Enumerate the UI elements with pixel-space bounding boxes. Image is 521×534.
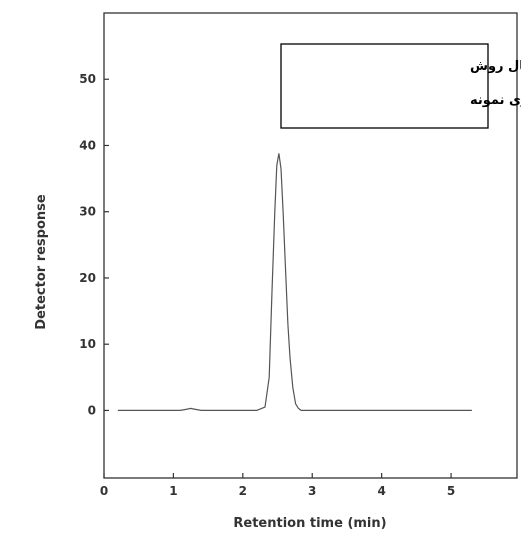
x-tick-label: 1 [169, 484, 177, 498]
annotation-line-1: قبل از اعمال روش [470, 59, 521, 74]
x-tick-label: 4 [377, 484, 385, 498]
x-tick-label: 3 [308, 484, 316, 498]
x-axis-label: Retention time (min) [233, 516, 386, 531]
x-tick-label: 2 [239, 484, 247, 498]
y-tick-label: 10 [79, 337, 96, 351]
y-axis-label: Detector response [34, 194, 49, 330]
chromatogram-trace [117, 153, 472, 411]
annotation-line-2: آماده سازی نمونه [470, 91, 521, 108]
y-tick-label: 40 [79, 138, 96, 152]
annotation-frame [280, 43, 489, 129]
y-tick-label: 20 [79, 271, 96, 285]
y-tick-label: 50 [79, 72, 96, 86]
tick-marks [103, 78, 452, 478]
annotation-box: قبل از اعمال روش آماده سازی نمونه [280, 43, 521, 129]
x-tick-label: 0 [100, 484, 108, 498]
y-tick-label: 0 [88, 403, 96, 417]
x-tick-label: 5 [447, 484, 455, 498]
y-tick-label: 30 [79, 205, 96, 219]
plot-frame [103, 12, 518, 479]
